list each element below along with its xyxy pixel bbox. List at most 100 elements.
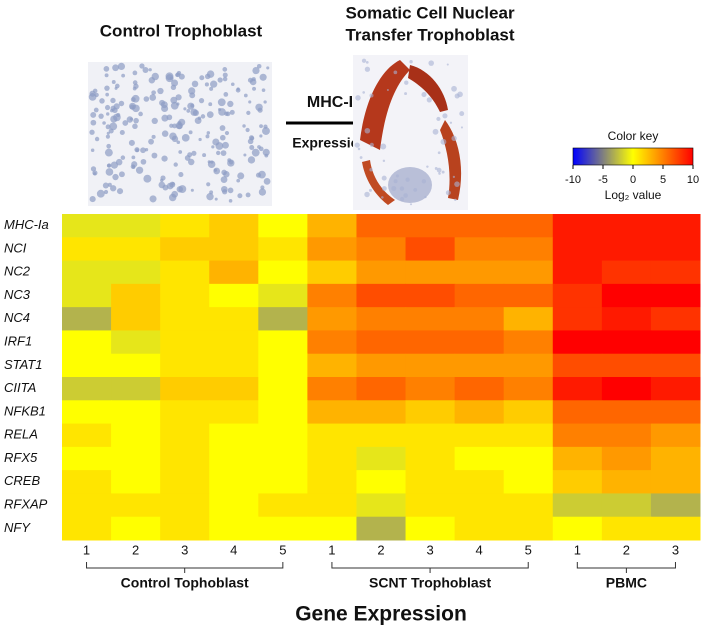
- cell-dot: [224, 130, 230, 136]
- heatmap-cell: [552, 446, 603, 471]
- cell-dot: [214, 197, 218, 201]
- heatmap-cell: [552, 214, 603, 238]
- heatmap-cell: [650, 516, 701, 541]
- heatmap-cell: [209, 423, 259, 448]
- heatmap-cell: [258, 470, 308, 494]
- cell-dot: [362, 91, 365, 94]
- cell-dot: [135, 148, 140, 153]
- heatmap-cell: [454, 400, 505, 425]
- cell-dot: [369, 142, 374, 147]
- cell-dot: [263, 177, 271, 185]
- cell-dot: [380, 143, 387, 150]
- heatmap-cell: [307, 516, 357, 541]
- heatmap-cell: [601, 470, 652, 494]
- cell-dot: [259, 134, 263, 138]
- heatmap-cell: [405, 237, 456, 262]
- heatmap-cell: [650, 353, 701, 378]
- row-label: NC2: [4, 264, 31, 279]
- heatmap-cell: [160, 330, 210, 355]
- cell-dot: [442, 113, 448, 119]
- heatmap-cell: [111, 260, 161, 285]
- cell-dot: [227, 159, 235, 167]
- heatmap-cell: [405, 446, 456, 471]
- color-key-bar: [572, 147, 694, 166]
- heatmap-cell: [62, 423, 112, 448]
- cell-dot: [90, 166, 97, 172]
- cell-dot: [199, 75, 205, 81]
- cell-dot: [121, 73, 126, 78]
- column-label: 4: [476, 542, 483, 557]
- group-bracket: [86, 562, 284, 573]
- heatmap-cell: [405, 330, 456, 355]
- heatmap-cell: [503, 353, 554, 378]
- cell-dot: [452, 175, 456, 179]
- cell-dot: [217, 77, 223, 83]
- arrow-label: Expression: [292, 135, 367, 151]
- heatmap-cell: [258, 283, 308, 308]
- heatmap-cell: [160, 377, 210, 401]
- cell-dot: [206, 182, 211, 187]
- heatmap-cell: [405, 283, 456, 308]
- heatmap-cell: [111, 446, 161, 471]
- heatmap-cell: [552, 353, 603, 378]
- cell-dot: [171, 135, 179, 143]
- row-label: MHC-Ia: [4, 217, 49, 232]
- cell-dot: [257, 145, 261, 149]
- cell-dot: [255, 103, 263, 111]
- heatmap-cell: [307, 330, 357, 355]
- heatmap-cell: [209, 353, 259, 378]
- cell-dot: [399, 196, 405, 202]
- heatmap-cell: [552, 377, 603, 401]
- cell-dot: [206, 131, 211, 135]
- heatmap-cell: [405, 353, 456, 378]
- heatmap-cell: [209, 237, 259, 262]
- heatmap-cell: [307, 446, 357, 471]
- heatmap-cell: [209, 283, 259, 308]
- heatmap-cell: [454, 330, 505, 355]
- cell-dot: [426, 165, 429, 168]
- heatmap-cell: [111, 516, 161, 541]
- cell-dot: [132, 104, 140, 113]
- cell-dot: [98, 113, 104, 119]
- heatmap-cell: [160, 353, 210, 378]
- heatmap-cell: [307, 493, 357, 518]
- heatmap-cell: [307, 400, 357, 425]
- cell-dot: [89, 196, 96, 203]
- heatmap-cell: [62, 237, 112, 262]
- cell-dot: [191, 150, 197, 156]
- heatmap-cell: [209, 400, 259, 425]
- cell-dot: [135, 166, 144, 174]
- cell-dot: [187, 158, 195, 166]
- cell-dot: [129, 117, 133, 121]
- group-bracket: [576, 562, 676, 573]
- heatmap-cell: [111, 283, 161, 308]
- color-key-label: Log₂ value: [605, 188, 662, 202]
- cell-dot: [102, 121, 106, 125]
- heatmap-cell: [650, 283, 701, 308]
- heatmap-cell: [62, 446, 112, 471]
- row-label: IRF1: [4, 334, 32, 349]
- cell-dot: [165, 72, 174, 81]
- cell-dot: [112, 64, 119, 72]
- cell-dot: [140, 158, 147, 165]
- cell-dot: [148, 68, 152, 72]
- cell-dot: [391, 186, 397, 192]
- cell-dot: [112, 173, 119, 181]
- heatmap-cell: [307, 423, 357, 448]
- heatmap-cell: [503, 283, 554, 308]
- cell-dot: [395, 174, 399, 178]
- cell-dot: [369, 168, 373, 172]
- heatmap-cell: [601, 214, 652, 238]
- column-label: 1: [328, 542, 335, 557]
- cell-dot: [258, 170, 266, 179]
- cell-dot: [143, 96, 150, 102]
- heatmap-cell: [601, 493, 652, 518]
- heatmap-cell: [307, 470, 357, 494]
- heatmap-cell: [356, 493, 407, 518]
- cell-dot: [202, 153, 207, 158]
- heatmap-cell: [258, 400, 308, 425]
- cell-dot: [210, 80, 218, 88]
- cell-dot: [140, 147, 146, 154]
- heatmap-cell: [454, 214, 505, 238]
- cell-dot: [451, 85, 457, 92]
